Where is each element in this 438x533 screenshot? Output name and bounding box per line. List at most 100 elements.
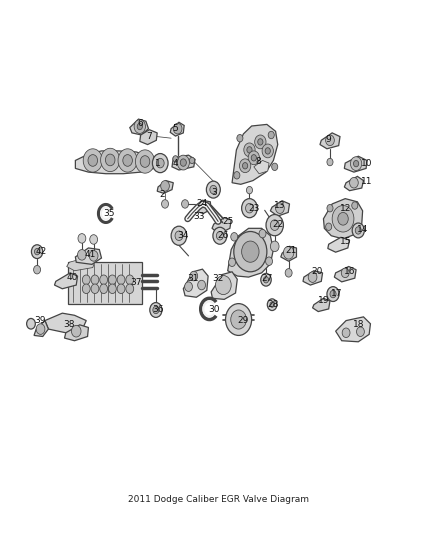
Circle shape [308,272,317,282]
Polygon shape [45,313,86,333]
Text: 3: 3 [212,188,218,197]
Circle shape [198,280,205,290]
Circle shape [258,139,263,145]
Text: 9: 9 [325,135,331,144]
Polygon shape [184,269,208,297]
Text: 2: 2 [159,190,165,199]
Text: 1: 1 [155,159,161,167]
Circle shape [229,258,236,266]
Circle shape [82,284,90,294]
Text: 6: 6 [138,119,144,128]
Circle shape [247,147,252,153]
Circle shape [246,204,253,213]
Circle shape [354,224,360,232]
Circle shape [267,299,277,311]
Polygon shape [75,248,102,264]
Circle shape [109,284,116,294]
Circle shape [150,303,162,317]
Circle shape [352,223,364,238]
Circle shape [327,158,333,166]
Circle shape [117,284,125,294]
Circle shape [231,232,238,241]
Polygon shape [170,122,184,136]
Circle shape [261,273,271,286]
Text: 21: 21 [285,246,297,255]
Circle shape [226,304,252,335]
Circle shape [254,135,266,149]
Circle shape [34,265,41,274]
Circle shape [259,229,266,238]
Circle shape [325,223,332,230]
Polygon shape [228,228,273,277]
Circle shape [89,251,98,261]
Circle shape [206,181,220,198]
Text: 27: 27 [261,273,272,282]
Circle shape [247,187,253,194]
Circle shape [162,200,169,208]
Text: 4: 4 [173,159,178,167]
Circle shape [352,202,358,209]
Circle shape [244,143,255,157]
Polygon shape [328,237,350,252]
Circle shape [265,257,272,265]
Circle shape [71,325,81,337]
Circle shape [283,246,294,259]
Circle shape [82,275,90,285]
Text: 37: 37 [131,278,142,287]
Circle shape [189,157,194,164]
Polygon shape [344,176,364,191]
Polygon shape [75,151,158,174]
Circle shape [126,275,134,285]
Circle shape [330,290,336,298]
Circle shape [175,231,183,240]
Polygon shape [334,266,356,282]
Polygon shape [67,257,95,271]
Circle shape [35,248,40,255]
Polygon shape [157,181,173,193]
Polygon shape [303,271,322,285]
Circle shape [210,185,217,194]
Circle shape [173,156,178,162]
Circle shape [350,157,362,171]
Circle shape [265,148,270,154]
Polygon shape [54,273,78,289]
Text: 15: 15 [339,237,351,246]
Circle shape [100,284,108,294]
Text: 29: 29 [237,316,249,325]
Text: 35: 35 [103,209,115,218]
Text: 16: 16 [344,268,355,276]
Circle shape [152,154,168,173]
Polygon shape [270,201,290,216]
Circle shape [327,205,333,212]
Circle shape [190,271,198,281]
Text: 38: 38 [63,320,74,329]
Circle shape [185,282,192,292]
Circle shape [272,163,278,171]
Text: 40: 40 [66,272,78,281]
Circle shape [270,241,279,252]
Polygon shape [212,217,231,233]
Circle shape [338,213,348,225]
Polygon shape [130,119,148,135]
Text: 41: 41 [85,251,96,260]
Text: 32: 32 [212,273,224,282]
Polygon shape [64,325,88,341]
Circle shape [171,226,187,245]
Text: 12: 12 [339,204,351,213]
Circle shape [237,134,243,142]
Text: 42: 42 [36,247,47,256]
Text: 13: 13 [274,201,286,210]
Circle shape [248,151,259,165]
Text: 20: 20 [311,268,323,276]
Text: 19: 19 [318,296,329,305]
Circle shape [242,199,257,217]
Circle shape [180,159,186,166]
Circle shape [118,149,137,172]
Circle shape [100,275,108,285]
Polygon shape [211,272,237,300]
Text: 18: 18 [353,320,364,329]
Circle shape [240,159,251,173]
Circle shape [36,324,45,334]
Text: 24: 24 [196,199,207,208]
Circle shape [156,158,164,168]
